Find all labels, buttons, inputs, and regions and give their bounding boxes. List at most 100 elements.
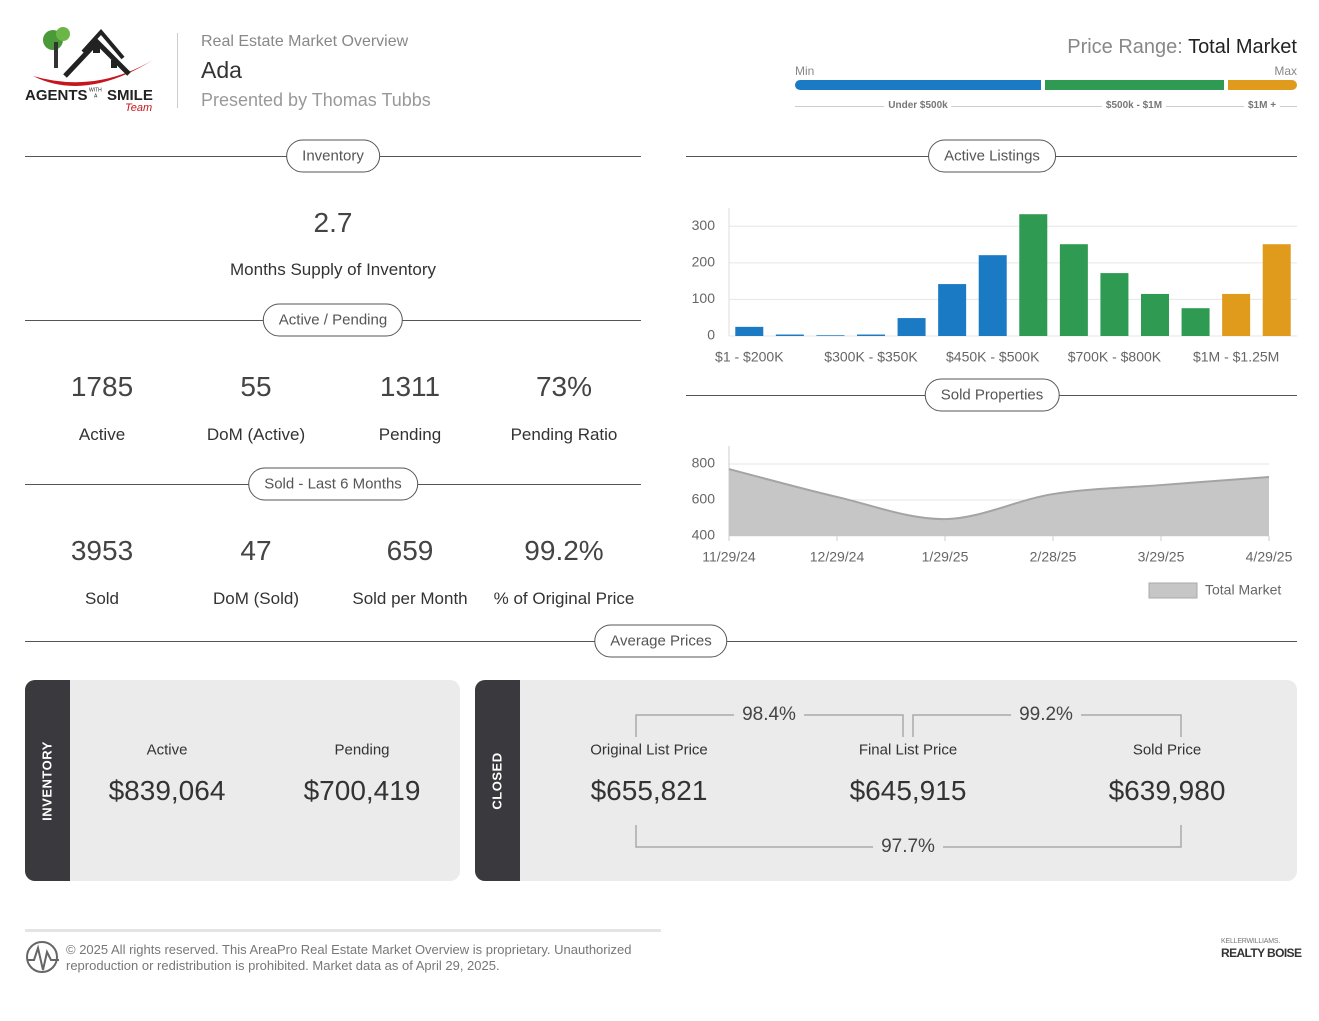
- legend-swatch: [1148, 582, 1198, 599]
- x-tick-label: $700K - $800K: [1068, 349, 1162, 365]
- stat-value: 99.2%: [524, 535, 604, 566]
- logo-window: [93, 44, 100, 53]
- range-rule: [795, 106, 1297, 107]
- x-tick-label: 11/29/24: [702, 549, 756, 565]
- range-segment: [1228, 80, 1297, 90]
- bar: [897, 318, 926, 336]
- logo-word: SMILE: [107, 87, 153, 104]
- footer-rule: [25, 929, 661, 932]
- area: [729, 469, 1269, 536]
- stat-label: DoM (Active): [206, 425, 306, 444]
- brand-small: KELLERWILLIAMS.: [1221, 938, 1281, 945]
- logo-roof: [63, 38, 131, 78]
- logo-small: WITH: [89, 87, 102, 93]
- price-range-label: Price Range:: [1067, 36, 1183, 58]
- bar: [735, 326, 764, 336]
- stat-value: 47: [240, 535, 272, 566]
- x-tick-label: $300K - $350K: [824, 349, 918, 365]
- price-range: Price Range: Total Market: [1067, 36, 1297, 59]
- stat-value: 73%: [535, 371, 593, 402]
- stat-label: Sold: [84, 589, 120, 608]
- y-tick-label: 100: [692, 290, 716, 306]
- bar: [1059, 244, 1088, 336]
- range-segment: [1045, 80, 1224, 90]
- ratio: 98.4%: [734, 704, 804, 726]
- x-tick-label: 12/29/24: [810, 549, 865, 565]
- legend-label: Total Market: [1205, 582, 1281, 598]
- stat-value: 1311: [379, 371, 441, 402]
- panel-strip: CLOSED: [475, 680, 520, 881]
- stat-value: 1785: [70, 371, 134, 402]
- stat-value: 55: [240, 371, 272, 402]
- section-title: Sold Properties: [924, 378, 1060, 412]
- price-range-value: Total Market: [1188, 36, 1297, 58]
- price-label: Sold Price: [1132, 741, 1202, 759]
- logo-window: [111, 60, 117, 68]
- price-value: $639,980: [1108, 775, 1226, 806]
- y-tick-label: 800: [692, 455, 716, 471]
- stat-value: 659: [386, 535, 434, 566]
- y-tick-label: 300: [692, 217, 716, 233]
- stat-label: DoM (Sold): [213, 589, 299, 608]
- section-title: Active / Pending: [262, 303, 404, 337]
- stat-label: Pending Ratio: [510, 425, 618, 444]
- segment-label: $500k - $1M: [1101, 100, 1167, 111]
- divider: [177, 33, 178, 108]
- stat-label: Active: [78, 425, 126, 444]
- y-tick-label: 600: [692, 491, 716, 507]
- x-tick-label: $450K - $500K: [946, 349, 1040, 365]
- panel-tag: INVENTORY: [39, 740, 55, 821]
- brand: REALTY BOISE: [1221, 946, 1302, 960]
- copyright: © 2025 All rights reserved. This AreaPro…: [66, 942, 632, 973]
- area-name: Ada: [201, 57, 242, 83]
- section-title: Active Listings: [928, 139, 1056, 173]
- bar: [1222, 293, 1251, 336]
- inventory-panel: INVENTORY Active $839,064 Pending $700,4…: [25, 680, 460, 881]
- segment-label: $1M +: [1243, 100, 1281, 111]
- x-tick-label: 4/29/25: [1246, 549, 1293, 565]
- segment-label: Under $500k: [884, 100, 952, 111]
- bar: [1181, 308, 1210, 336]
- presenter: Presented by Thomas Tubbs: [201, 90, 431, 110]
- bar: [978, 255, 1007, 336]
- range-segment: [795, 80, 1041, 90]
- price-label: Original List Price: [590, 741, 708, 759]
- price-value: $700,419: [303, 775, 421, 806]
- stat-label: % of Original Price: [493, 589, 635, 608]
- max-label: Max: [1274, 64, 1297, 78]
- footer-icon: [26, 941, 59, 973]
- stat-label: Sold per Month: [352, 589, 468, 608]
- ratio: 99.2%: [1011, 704, 1081, 726]
- price-label: Final List Price: [858, 741, 958, 759]
- min-label: Min: [795, 64, 815, 78]
- price-label: Active: [146, 741, 188, 759]
- logo-word: AGENTS: [25, 87, 88, 104]
- inventory-label: Months Supply of Inventory: [229, 260, 437, 279]
- price-label: Pending: [334, 741, 390, 759]
- bar: [775, 334, 804, 336]
- logo: AGENTS WITH A SMILE Team: [25, 27, 153, 114]
- panel-strip: INVENTORY: [25, 680, 70, 881]
- ratio: 97.7%: [873, 836, 943, 858]
- y-tick-label: 400: [692, 527, 716, 543]
- icon-ring: [26, 941, 58, 973]
- x-tick-label: $1M - $1.25M: [1193, 349, 1279, 365]
- bar: [857, 334, 885, 336]
- section-title: Sold - Last 6 Months: [248, 467, 418, 501]
- x-tick-label: 1/29/25: [922, 549, 969, 565]
- price-value: $655,821: [590, 775, 708, 806]
- charts: 0 100 200 300 $1 - $200K $300K - $350K $450K -…: [692, 208, 1297, 599]
- inventory-value: 2.7: [313, 207, 353, 238]
- x-tick-label: $1 - $200K: [715, 349, 784, 365]
- x-tick-label: 2/28/25: [1030, 549, 1077, 565]
- logo-small: A: [94, 93, 98, 99]
- icon-line: [27, 944, 59, 971]
- bar: [1141, 293, 1169, 336]
- report-title: Real Estate Market Overview: [201, 33, 409, 50]
- section-title: Average Prices: [594, 624, 728, 658]
- y-tick-label: 0: [707, 327, 715, 343]
- stat-value: 3953: [70, 535, 134, 566]
- area-line: [728, 468, 1270, 521]
- bar: [1100, 273, 1129, 336]
